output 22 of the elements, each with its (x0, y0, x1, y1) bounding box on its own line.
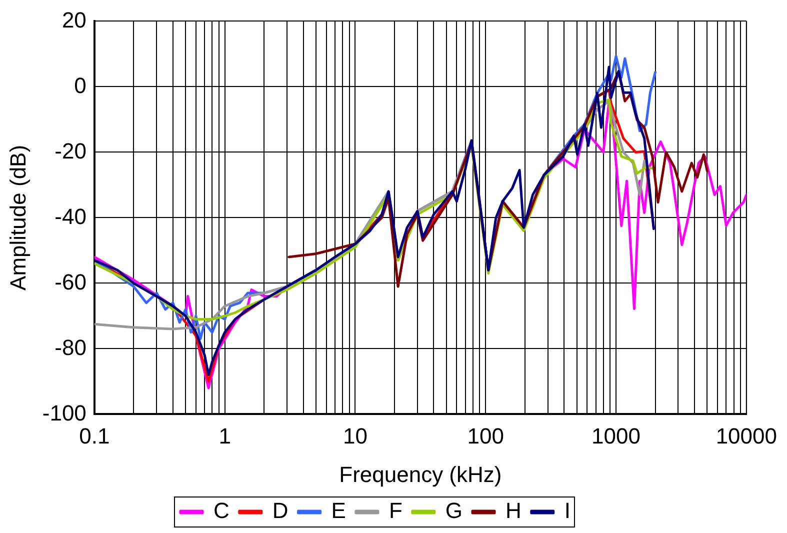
legend-label: C (214, 498, 230, 524)
x-tick-label: 1000 (592, 423, 640, 448)
y-tick-label: -60 (54, 269, 86, 294)
y-tick-label: -80 (54, 334, 86, 360)
legend-label: H (506, 498, 522, 524)
y-tick-label: -40 (54, 204, 86, 229)
y-tick-label: 20 (62, 7, 86, 32)
legend-label: E (331, 498, 346, 524)
legend-label: I (564, 498, 571, 524)
x-tick-label: 100 (467, 423, 504, 448)
x-tick-label: 0.1 (79, 423, 110, 448)
x-tick-label: 1 (218, 423, 231, 448)
x-tick-label: 10 (342, 423, 368, 448)
x-axis-title: Frequency (kHz) (339, 462, 502, 487)
y-axis-title: Amplitude (dB) (5, 144, 30, 290)
legend-label: D (272, 498, 288, 524)
x-tick-label: 10000 (716, 423, 778, 448)
y-tick-label: 0 (74, 72, 86, 98)
y-tick-label: -20 (54, 138, 86, 164)
legend-label: G (445, 498, 463, 524)
legend-label: F (388, 498, 402, 524)
y-tick-label: -100 (42, 400, 86, 426)
